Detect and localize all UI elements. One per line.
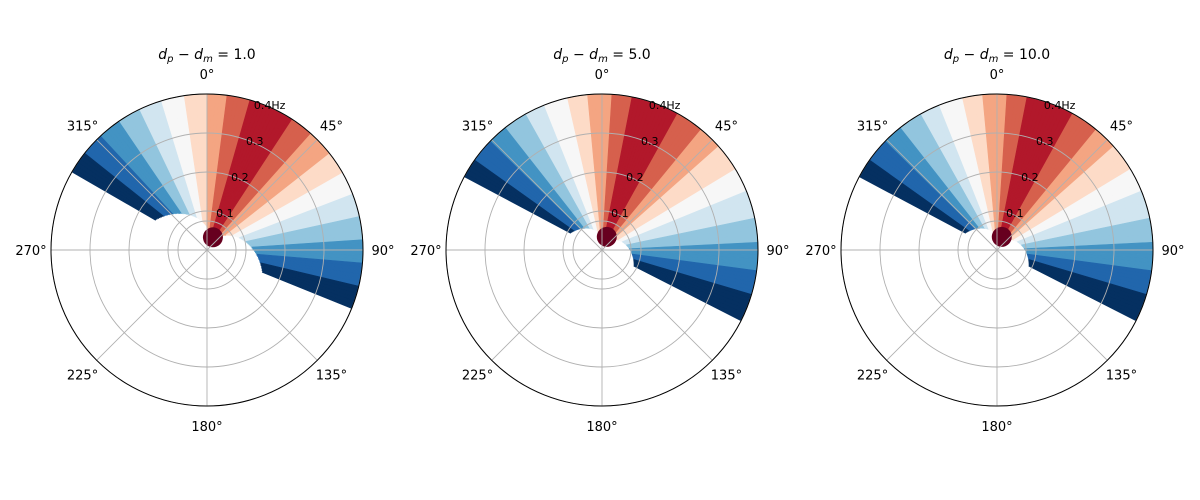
contour-band [1022,225,1153,248]
polar-panel-1: 0° 45° 90° 135° 180° 225° 270° 315° 0.1 0.2 0.3 0.4… [15,47,394,435]
contour-band [1021,216,1153,246]
angular-gridline [96,139,208,251]
angular-gridline [601,139,713,251]
contour-band [626,216,758,246]
angle-tick-label: 90° [371,244,394,259]
contour-band [258,257,363,280]
polar-frame [445,93,759,407]
radial-tick-label: 0.1 [1006,207,1024,220]
angle-tick-label: 315° [857,120,888,135]
angle-tick-label: 180° [586,420,617,435]
contour-band [247,223,363,245]
contour-band [628,237,758,249]
angular-gridline [886,249,998,361]
contour-band [1023,237,1153,249]
contour-band [245,215,363,243]
angle-tick-label: 315° [67,120,98,135]
angular-gridline [491,139,603,251]
radial-tick-label: 0.1 [216,207,234,220]
radial-tick-label: 0.4Hz [1044,99,1076,112]
contour-band [1022,229,1153,248]
panel-title: dp − dm = 5.0 [553,47,650,65]
radial-tick-label: 0.1 [611,207,629,220]
contour-band [251,239,363,249]
contour-band [255,252,363,264]
contour-band [257,256,363,276]
angle-tick-label: 270° [15,244,46,259]
angle-tick-label: 90° [1161,244,1184,259]
polar-frame [50,93,364,407]
angle-tick-label: 90° [766,244,789,259]
radial-tick-label: 0.4Hz [254,99,286,112]
panel-title: dp − dm = 10.0 [944,47,1050,65]
radial-tick-label: 0.3 [1036,135,1054,148]
angular-gridline [886,139,998,251]
contour-core [202,227,223,248]
angle-tick-label: 225° [67,368,98,383]
contour-band [626,221,758,247]
angle-tick-label: 315° [462,120,493,135]
angular-gridline [206,249,318,361]
angle-tick-label: 0° [200,68,215,83]
contour-band [629,241,758,250]
angle-tick-label: 270° [410,244,441,259]
angle-tick-label: 135° [1106,368,1137,383]
radial-tick-label: 0.2 [626,171,644,184]
contour-band [250,235,363,248]
angle-tick-label: 0° [990,68,1005,83]
angle-tick-label: 45° [320,120,343,135]
contour-band [1023,233,1153,249]
contour-band [259,259,363,284]
angle-tick-label: 270° [805,244,836,259]
angle-tick-label: 180° [191,420,222,435]
angle-tick-label: 135° [316,368,347,383]
radial-tick-label: 0.2 [1021,171,1039,184]
angle-tick-label: 225° [462,368,493,383]
radial-tick-label: 0.4Hz [649,99,681,112]
contour-band [1024,241,1153,250]
contour-band [627,225,758,248]
polar-panel-2: 0° 45° 90° 135° 180° 225° 270° 315° 0.1 0.2 0.3 0.4… [410,47,789,435]
contour-band [1020,212,1153,246]
angle-tick-label: 45° [1110,120,1133,135]
angle-tick-label: 45° [715,120,738,135]
angular-gridline [96,249,208,361]
contour-band [255,251,363,260]
angle-tick-label: 135° [711,368,742,383]
angular-gridline [206,139,318,251]
contour-band [628,233,758,249]
polar-panels: 0° 45° 90° 135° 180° 225° 270° 315° 0.1 0.2 0.3 0.4… [15,47,1184,435]
angular-gridline [996,249,1108,361]
contour-band [249,231,363,247]
contour-band [627,229,758,248]
contour-band [1021,221,1153,247]
contour-band [246,219,363,244]
polar-panel-3: 0° 45° 90° 135° 180° 225° 270° 315° 0.1 0.2 0.3 0.4… [805,47,1184,435]
panel-title: dp − dm = 1.0 [158,47,255,65]
angle-tick-label: 0° [595,68,610,83]
contour-fill [855,94,1153,324]
radial-tick-label: 0.3 [246,135,264,148]
contour-fill [68,94,363,311]
radial-tick-label: 0.2 [231,171,249,184]
contour-band [625,212,758,246]
polar-frame [840,93,1154,407]
contour-core [991,226,1012,247]
angle-tick-label: 225° [857,368,888,383]
angular-gridline [601,249,713,361]
angular-gridline [491,249,603,361]
angular-gridline [996,139,1108,251]
radial-tick-label: 0.3 [641,135,659,148]
contour-band [248,227,363,246]
angle-tick-label: 180° [981,420,1012,435]
contour-core [596,226,617,247]
